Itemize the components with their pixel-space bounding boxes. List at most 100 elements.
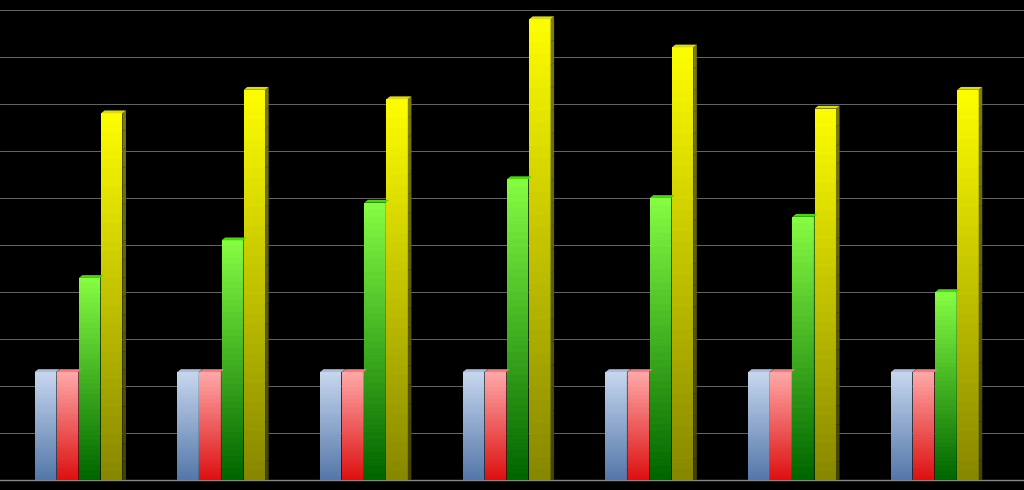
Polygon shape	[78, 414, 82, 421]
Bar	[507, 435, 528, 442]
Polygon shape	[408, 288, 412, 309]
Polygon shape	[529, 16, 554, 19]
Polygon shape	[770, 436, 773, 442]
Polygon shape	[56, 380, 59, 388]
Bar	[342, 450, 364, 453]
Bar	[321, 450, 341, 453]
Polygon shape	[693, 45, 696, 69]
Bar	[770, 434, 792, 437]
Bar	[365, 432, 386, 439]
Polygon shape	[386, 438, 389, 452]
Bar	[177, 472, 199, 475]
Polygon shape	[836, 106, 840, 127]
Bar	[770, 391, 792, 393]
Polygon shape	[506, 430, 510, 437]
Bar	[244, 421, 265, 431]
Polygon shape	[506, 414, 510, 421]
Bar	[507, 352, 528, 360]
Bar	[35, 388, 56, 391]
Bar	[101, 177, 123, 187]
Bar	[386, 414, 408, 423]
Bar	[749, 459, 770, 461]
Polygon shape	[912, 419, 915, 426]
Polygon shape	[814, 360, 817, 375]
Polygon shape	[341, 458, 345, 464]
Bar	[342, 393, 364, 396]
Polygon shape	[649, 392, 652, 399]
Bar	[200, 469, 221, 472]
Bar	[529, 100, 551, 111]
Bar	[793, 296, 814, 302]
Polygon shape	[956, 327, 961, 339]
Bar	[957, 295, 979, 304]
Bar	[177, 459, 199, 461]
Bar	[529, 273, 551, 284]
Polygon shape	[836, 162, 840, 183]
Bar	[177, 393, 199, 396]
Bar	[507, 442, 528, 450]
Bar	[485, 472, 506, 475]
Bar	[221, 408, 243, 414]
Polygon shape	[749, 369, 773, 372]
Polygon shape	[484, 375, 487, 383]
Bar	[793, 474, 814, 480]
Polygon shape	[693, 415, 696, 437]
Bar	[177, 464, 199, 466]
Bar	[463, 375, 484, 377]
Polygon shape	[386, 424, 389, 439]
Bar	[649, 459, 671, 466]
Bar	[529, 157, 551, 169]
Polygon shape	[836, 368, 840, 387]
Polygon shape	[244, 87, 268, 90]
Polygon shape	[912, 464, 915, 469]
Bar	[793, 348, 814, 355]
Polygon shape	[123, 351, 126, 370]
Bar	[463, 461, 484, 464]
Bar	[221, 276, 243, 282]
Polygon shape	[671, 267, 675, 283]
Bar	[507, 262, 528, 270]
Bar	[507, 382, 528, 390]
Bar	[913, 464, 935, 466]
Bar	[101, 269, 123, 278]
Polygon shape	[79, 275, 103, 278]
Bar	[770, 375, 792, 377]
Bar	[793, 467, 814, 474]
Bar	[56, 477, 78, 480]
Bar	[529, 342, 551, 353]
Polygon shape	[364, 392, 368, 399]
Polygon shape	[56, 452, 59, 459]
Bar	[649, 353, 671, 360]
Bar	[814, 332, 836, 341]
Polygon shape	[605, 369, 631, 372]
Polygon shape	[100, 316, 103, 328]
Bar	[177, 448, 199, 450]
Bar	[101, 398, 123, 407]
Bar	[628, 450, 649, 453]
Bar	[56, 383, 78, 386]
Polygon shape	[408, 212, 412, 233]
Bar	[244, 402, 265, 412]
Bar	[321, 380, 341, 383]
Polygon shape	[78, 436, 82, 442]
Bar	[770, 432, 792, 434]
Bar	[793, 421, 814, 427]
Bar	[649, 389, 671, 395]
Bar	[672, 242, 693, 253]
Polygon shape	[506, 441, 510, 448]
Bar	[814, 109, 836, 118]
Bar	[957, 148, 979, 158]
Bar	[386, 442, 408, 452]
Bar	[814, 136, 836, 146]
Bar	[463, 399, 484, 402]
Bar	[628, 448, 649, 450]
Polygon shape	[551, 271, 554, 296]
Bar	[321, 372, 341, 375]
Polygon shape	[912, 402, 915, 410]
Bar	[221, 336, 243, 342]
Bar	[79, 343, 100, 349]
Bar	[365, 265, 386, 272]
Polygon shape	[912, 447, 915, 453]
Bar	[342, 380, 364, 383]
Polygon shape	[78, 458, 82, 464]
